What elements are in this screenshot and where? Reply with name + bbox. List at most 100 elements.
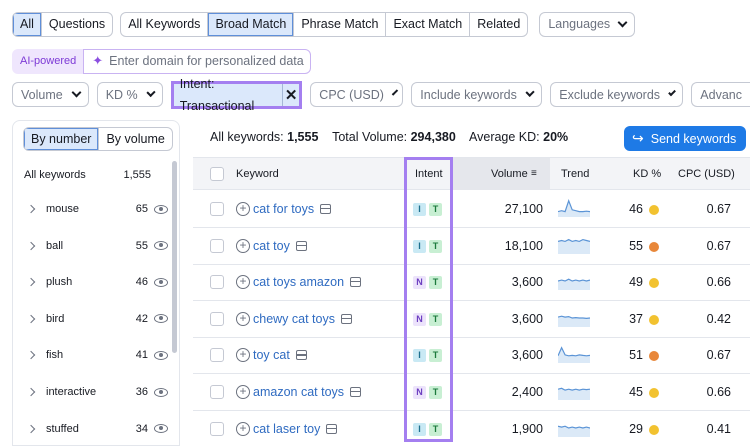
intent-badge: I [413, 239, 426, 253]
kd-dot [649, 351, 659, 362]
keyword-link[interactable]: chewy cat toys [253, 311, 335, 326]
intent-badge: T [429, 203, 442, 216]
advanced-filters-label: Advanc [700, 87, 742, 102]
eye-icon[interactable] [154, 314, 168, 324]
volume-header[interactable]: Volume [491, 168, 528, 180]
serp-icon[interactable] [350, 277, 362, 288]
cpc-value: 0.66 [706, 385, 731, 399]
kd-dot [649, 241, 659, 252]
keyword-group-item[interactable]: ball 55 [13, 228, 179, 264]
keyword-link[interactable]: cat for toys [253, 202, 315, 216]
trend-line [558, 238, 590, 242]
intent-header[interactable]: Intent [415, 168, 443, 180]
group-name: bird [46, 312, 65, 325]
keyword-link[interactable]: toy cat [253, 348, 290, 363]
kd-filter-label: KD % [105, 87, 138, 102]
serp-icon[interactable] [320, 204, 332, 214]
ai-domain-bar: AI-powered ✦ Enter domain for personaliz… [12, 48, 312, 74]
keyword-group-item[interactable]: interactive 36 [13, 374, 179, 410]
by-volume-button[interactable]: By volume [98, 128, 171, 150]
by-number-button[interactable]: By number [24, 128, 99, 150]
sort-icon[interactable]: ≡ [531, 168, 537, 179]
advanced-filters[interactable]: Advanc [691, 82, 750, 107]
chevron-right-icon[interactable] [26, 424, 36, 433]
row-checkbox[interactable] [210, 275, 224, 290]
intent-badge: T [429, 239, 442, 253]
send-keywords-button[interactable]: ↪ Send keywords [624, 126, 746, 151]
row-checkbox[interactable] [210, 238, 224, 253]
volume-value: 2,400 [511, 385, 543, 399]
keyword-link[interactable]: cat laser toy [253, 421, 321, 436]
chevron-down-icon [525, 87, 535, 98]
select-all-checkbox[interactable] [210, 167, 224, 181]
eye-icon[interactable] [154, 350, 168, 360]
keyword-link[interactable]: cat toy [253, 238, 290, 253]
chevron-right-icon[interactable] [26, 204, 36, 214]
tab-all-keywords[interactable]: All Keywords [128, 17, 201, 31]
intent-filter[interactable]: Intent: Transactional ✕ [170, 77, 303, 113]
trend-sparkline [558, 387, 590, 400]
keyword-group-item[interactable]: mouse 65 [13, 191, 179, 227]
row-checkbox[interactable] [210, 385, 224, 399]
chevron-right-icon[interactable] [26, 241, 36, 250]
eye-icon[interactable] [154, 241, 168, 251]
tab-all[interactable]: All [13, 13, 41, 36]
serp-icon[interactable] [326, 423, 338, 434]
tab-questions[interactable]: Questions [40, 13, 112, 36]
eye-icon[interactable] [154, 204, 168, 214]
exclude-keywords-filter[interactable]: Exclude keywords [550, 82, 684, 107]
languages-dropdown[interactable]: Languages [539, 12, 636, 37]
keyword-link[interactable]: cat toys amazon [253, 275, 345, 290]
keyword-link[interactable]: amazon cat toys [253, 385, 345, 399]
add-circle-icon[interactable]: + [236, 238, 250, 253]
tab-broad-match[interactable]: Broad Match [207, 13, 294, 36]
row-checkbox[interactable] [210, 311, 224, 326]
cpc-header[interactable]: CPC (USD) [678, 168, 735, 180]
domain-input[interactable]: ✦ Enter domain for personalized data [83, 48, 312, 74]
add-circle-icon[interactable]: + [236, 275, 250, 290]
keyword-header[interactable]: Keyword [236, 168, 279, 180]
group-count: 65 [135, 203, 148, 215]
row-checkbox[interactable] [210, 348, 224, 363]
keyword-group-item[interactable]: fish 41 [13, 337, 179, 373]
serp-icon[interactable] [350, 387, 362, 397]
row-checkbox[interactable] [210, 421, 224, 436]
eye-icon[interactable] [154, 424, 168, 434]
scrollbar[interactable] [172, 161, 177, 353]
add-circle-icon[interactable]: + [236, 385, 250, 399]
chevron-right-icon[interactable] [26, 277, 36, 287]
eye-icon[interactable] [154, 387, 168, 397]
volume-filter[interactable]: Volume [12, 82, 89, 107]
tab-exact-match[interactable]: Exact Match [385, 13, 469, 36]
add-circle-icon[interactable]: + [236, 202, 250, 216]
keyword-group-item[interactable]: stuffed 34 [13, 411, 179, 446]
keyword-group-item[interactable]: plush 46 [13, 264, 179, 300]
tab-related[interactable]: Related [469, 13, 527, 36]
serp-icon[interactable] [295, 240, 307, 251]
tab-phrase-match[interactable]: Phrase Match [293, 13, 385, 36]
chevron-right-icon[interactable] [26, 314, 36, 324]
include-keywords-filter[interactable]: Include keywords [411, 82, 543, 107]
chevron-down-icon [617, 17, 628, 28]
chevron-right-icon[interactable] [26, 387, 36, 397]
chevron-down-icon [391, 89, 399, 96]
kd-filter[interactable]: KD % [96, 82, 163, 107]
add-circle-icon[interactable]: + [236, 311, 250, 326]
serp-icon[interactable] [295, 350, 307, 361]
row-checkbox[interactable] [210, 202, 224, 216]
add-circle-icon[interactable]: + [236, 348, 250, 363]
add-circle-icon[interactable]: + [236, 421, 250, 436]
group-count: 41 [135, 349, 148, 362]
intent-badge: T [429, 349, 442, 363]
eye-icon[interactable] [154, 277, 168, 287]
chevron-right-icon[interactable] [26, 351, 36, 360]
cpc-filter[interactable]: CPC (USD) [310, 82, 404, 107]
all-keywords-group[interactable]: All keywords 1,555 [13, 161, 179, 189]
send-keywords-label: Send keywords [650, 131, 737, 146]
serp-icon[interactable] [340, 313, 352, 324]
close-icon[interactable]: ✕ [282, 84, 299, 106]
kd-dot [649, 424, 659, 435]
keyword-group-item[interactable]: bird 42 [13, 301, 179, 337]
kd-header[interactable]: KD % [633, 168, 662, 180]
